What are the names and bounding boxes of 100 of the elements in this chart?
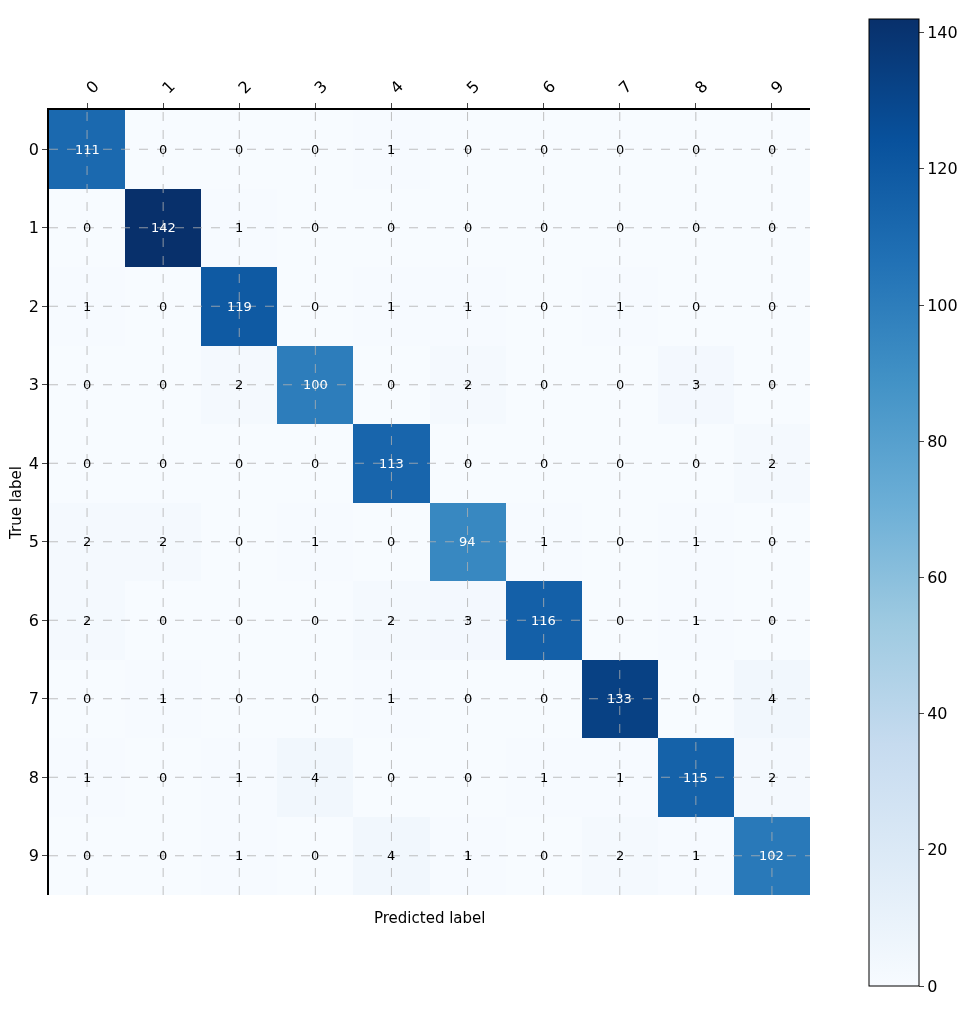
data-label: 0 xyxy=(311,220,320,235)
data-label: 0 xyxy=(235,534,244,549)
data-label: 0 xyxy=(387,377,396,392)
y-tick-label: 3 xyxy=(28,375,40,395)
data-label: 0 xyxy=(768,613,777,628)
data-label: 0 xyxy=(83,691,92,706)
data-label: 2 xyxy=(159,534,168,549)
x-tick-label: 6 xyxy=(538,76,560,98)
data-label: 0 xyxy=(83,848,92,863)
data-label: 2 xyxy=(83,534,92,549)
data-label: 0 xyxy=(311,691,320,706)
data-label: 116 xyxy=(531,613,556,628)
y-tick-label: 5 xyxy=(28,532,40,552)
data-label: 1 xyxy=(616,299,625,314)
data-label: 2 xyxy=(464,377,473,392)
data-label: 0 xyxy=(768,220,777,235)
data-label: 0 xyxy=(464,770,473,785)
data-label: 0 xyxy=(540,220,549,235)
x-tick-label: 1 xyxy=(158,76,179,98)
data-label: 0 xyxy=(464,691,473,706)
data-label: 1 xyxy=(235,770,244,785)
data-label: 0 xyxy=(768,534,777,549)
data-label: 0 xyxy=(311,299,320,314)
data-label: 0 xyxy=(83,456,92,471)
data-label: 0 xyxy=(235,456,244,471)
data-label: 2 xyxy=(768,456,777,471)
data-label: 3 xyxy=(464,613,473,628)
data-label: 0 xyxy=(235,613,244,628)
data-label: 0 xyxy=(387,220,396,235)
data-label: 0 xyxy=(235,142,244,157)
data-label: 0 xyxy=(616,220,625,235)
data-label: 1 xyxy=(235,848,244,863)
x-tick-label: 9 xyxy=(767,76,788,98)
data-label: 0 xyxy=(159,770,168,785)
data-label: 2 xyxy=(387,613,396,628)
data-label: 133 xyxy=(607,691,632,706)
data-label: 1 xyxy=(235,220,244,235)
data-label: 4 xyxy=(311,770,320,785)
data-label: 100 xyxy=(303,377,328,392)
x-tick-label: 5 xyxy=(462,76,484,98)
data-label: 3 xyxy=(692,377,701,392)
data-label: 4 xyxy=(387,848,396,863)
data-label: 0 xyxy=(768,142,777,157)
y-tick-label: 7 xyxy=(28,689,40,709)
data-label: 0 xyxy=(387,770,396,785)
data-label: 2 xyxy=(235,377,244,392)
y-tick-label: 9 xyxy=(28,846,40,866)
color-bar-label: 40 xyxy=(927,704,948,724)
data-label: 0 xyxy=(311,613,320,628)
data-label: 111 xyxy=(75,142,100,157)
data-label: 0 xyxy=(692,142,701,157)
data-label: 0 xyxy=(235,691,244,706)
data-label: 1 xyxy=(464,299,473,314)
data-label: 0 xyxy=(768,377,777,392)
color-bar-label: 120 xyxy=(927,159,958,179)
data-label: 0 xyxy=(464,220,473,235)
data-label: 1 xyxy=(387,691,396,706)
data-label: 0 xyxy=(387,534,396,549)
data-label: 0 xyxy=(616,377,625,392)
data-label: 0 xyxy=(83,220,92,235)
data-label: 0 xyxy=(464,142,473,157)
data-label: 0 xyxy=(616,142,625,157)
color-bar-label: 60 xyxy=(927,568,948,588)
data-label: 1 xyxy=(540,534,549,549)
y-tick-label: 1 xyxy=(28,218,40,238)
x-tick-label: 0 xyxy=(82,76,103,98)
data-label: 0 xyxy=(311,456,320,471)
data-label: 0 xyxy=(692,456,701,471)
y-tick-label: 2 xyxy=(28,296,40,316)
data-label: 0 xyxy=(159,377,168,392)
x-axis-title: Predicted label xyxy=(374,909,486,927)
color-bar-label: 80 xyxy=(927,431,948,451)
data-label: 1 xyxy=(616,770,625,785)
y-tick-label: 6 xyxy=(28,610,40,630)
x-tick-label: 8 xyxy=(690,76,712,98)
data-label: 1 xyxy=(387,142,396,157)
color-bar-label: 140 xyxy=(927,23,958,43)
data-label: 4 xyxy=(768,691,777,706)
data-label: 0 xyxy=(159,613,168,628)
y-tick-label: 4 xyxy=(28,453,40,473)
x-tick-label: 4 xyxy=(386,76,408,98)
data-label: 0 xyxy=(311,848,320,863)
data-label: 0 xyxy=(692,299,701,314)
data-label: 0 xyxy=(159,142,168,157)
data-label: 0 xyxy=(159,299,168,314)
y-tick-label: 0 xyxy=(28,139,40,159)
color-bar-label: 0 xyxy=(927,976,938,996)
data-label: 2 xyxy=(616,848,625,863)
data-label: 1 xyxy=(692,848,701,863)
data-label: 0 xyxy=(464,456,473,471)
data-label: 1 xyxy=(83,770,92,785)
data-label: 0 xyxy=(616,534,625,549)
data-label: 142 xyxy=(151,220,176,235)
x-tick-label: 3 xyxy=(310,76,332,98)
data-label: 0 xyxy=(540,299,549,314)
data-label: 1 xyxy=(311,534,320,549)
color-bar-label: 20 xyxy=(927,840,948,860)
x-tick-label: 2 xyxy=(234,76,255,98)
data-label: 0 xyxy=(540,456,549,471)
data-label: 1 xyxy=(83,299,92,314)
